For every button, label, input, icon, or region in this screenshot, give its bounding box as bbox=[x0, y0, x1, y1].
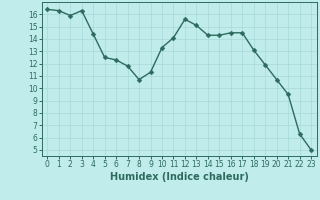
X-axis label: Humidex (Indice chaleur): Humidex (Indice chaleur) bbox=[110, 172, 249, 182]
